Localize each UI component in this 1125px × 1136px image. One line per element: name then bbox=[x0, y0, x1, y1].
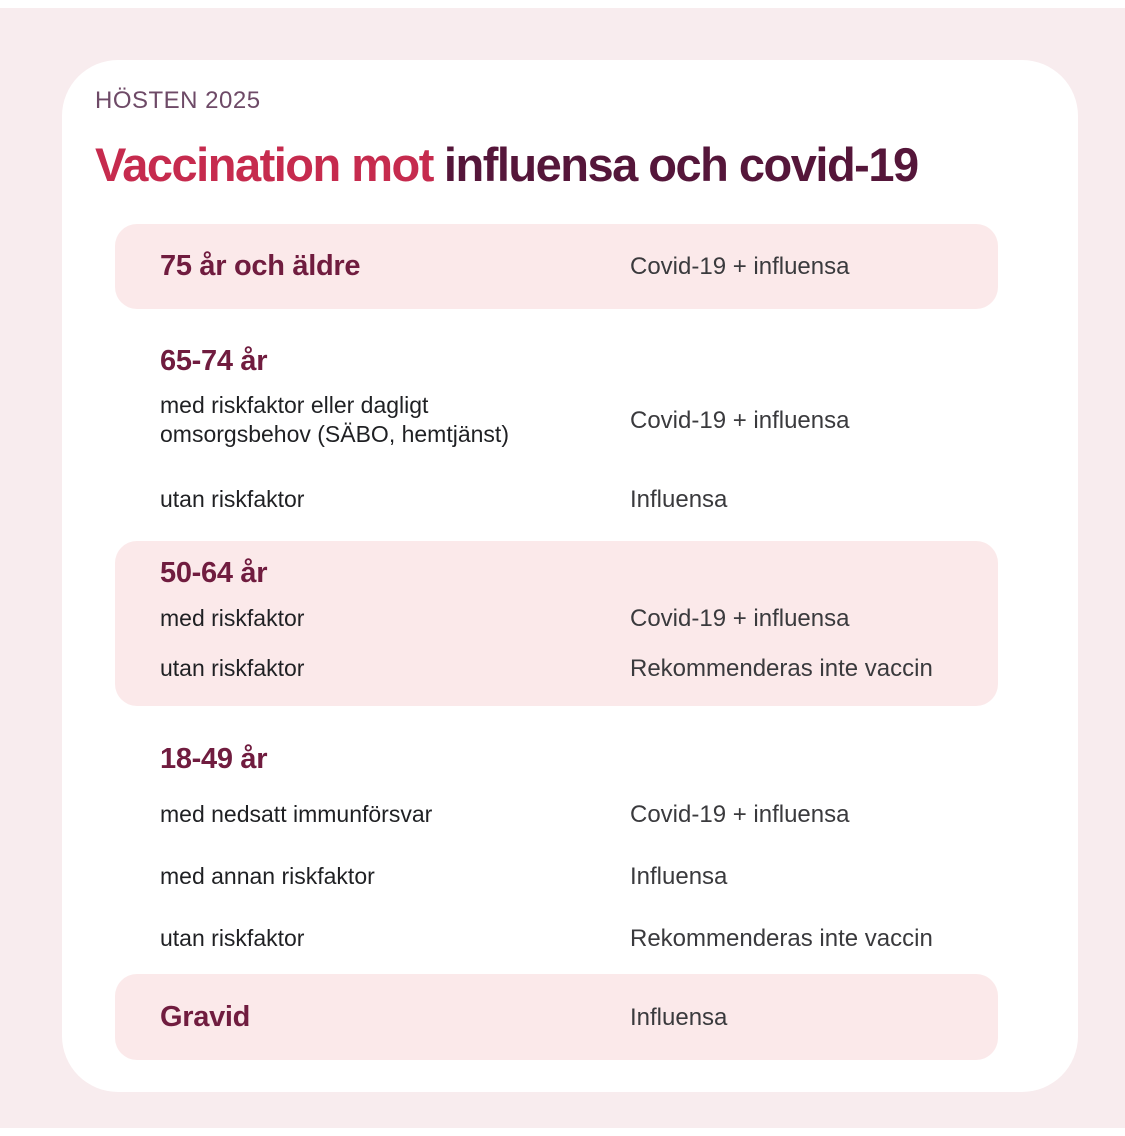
risk-condition-label: med riskfaktor eller dagligt omsorgsbeho… bbox=[160, 392, 509, 447]
age-band-heading: 50-64 år bbox=[160, 557, 268, 589]
vaccine-recommendation: Influensa bbox=[630, 1003, 728, 1031]
risk-condition-label: med nedsatt immunförsvar bbox=[160, 801, 433, 827]
age-band-heading: Gravid bbox=[160, 1000, 251, 1033]
recommendation-row: med annan riskfaktor Influensa bbox=[160, 862, 998, 891]
age-band-50-64: 50-64 år med riskfaktor Covid-19 + influ… bbox=[115, 541, 998, 706]
title-part-crimson: Vaccination mot bbox=[95, 138, 434, 191]
age-band-heading: 75 år och äldre bbox=[160, 250, 361, 282]
recommendation-row: utan riskfaktor Rekommenderas inte vacci… bbox=[160, 924, 998, 953]
recommendation-table: 75 år och äldre Covid-19 + influensa 65-… bbox=[115, 224, 998, 1060]
age-band-18-49: 18-49 år med nedsatt immunförsvar Covid-… bbox=[115, 743, 998, 953]
vaccine-recommendation: Influensa bbox=[630, 486, 728, 513]
risk-condition-label: med riskfaktor bbox=[160, 605, 305, 631]
risk-condition-label: utan riskfaktor bbox=[160, 486, 305, 512]
age-band-heading: 65-74 år bbox=[160, 345, 268, 377]
age-band-gravid: Gravid Influensa bbox=[115, 974, 998, 1060]
title-part-maroon: influensa och covid-19 bbox=[443, 138, 919, 191]
recommendation-row: med riskfaktor Covid-19 + influensa bbox=[160, 604, 998, 633]
vaccine-recommendation: Covid-19 + influensa bbox=[630, 605, 850, 632]
age-band-65-74: 65-74 år med riskfaktor eller dagligt om… bbox=[115, 345, 998, 514]
infographic-card: HÖSTEN 2025 Vaccination mot influensa och… bbox=[62, 60, 1078, 1092]
risk-condition-label: med annan riskfaktor bbox=[160, 863, 375, 889]
vaccine-recommendation: Covid-19 + influensa bbox=[630, 801, 850, 828]
risk-condition-label: utan riskfaktor bbox=[160, 655, 305, 681]
pink-backdrop: HÖSTEN 2025 Vaccination mot influensa och… bbox=[0, 8, 1125, 1128]
risk-condition-label: utan riskfaktor bbox=[160, 925, 305, 951]
recommendation-rows: med riskfaktor Covid-19 + influensa utan… bbox=[160, 604, 998, 683]
vaccine-recommendation: Covid-19 + influensa bbox=[630, 253, 850, 280]
vaccine-recommendation: Influensa bbox=[630, 863, 728, 890]
recommendation-row: med nedsatt immunförsvar Covid-19 + infl… bbox=[160, 800, 998, 829]
page-title: Vaccination mot influensa och covid-19 bbox=[95, 136, 1078, 194]
season-label: HÖSTEN 2025 bbox=[95, 87, 261, 114]
age-band-75-plus: 75 år och äldre Covid-19 + influensa bbox=[115, 224, 998, 309]
recommendation-row: utan riskfaktor Influensa bbox=[160, 485, 998, 514]
age-band-heading: 18-49 år bbox=[160, 743, 268, 775]
vaccine-recommendation: Rekommenderas inte vaccin bbox=[630, 925, 933, 952]
vaccine-recommendation: Covid-19 + influensa bbox=[630, 406, 850, 434]
vaccine-recommendation: Rekommenderas inte vaccin bbox=[630, 655, 933, 682]
recommendation-rows: med riskfaktor eller dagligt omsorgsbeho… bbox=[160, 391, 998, 514]
recommendation-rows: med nedsatt immunförsvar Covid-19 + infl… bbox=[160, 800, 998, 953]
recommendation-row: utan riskfaktor Rekommenderas inte vacci… bbox=[160, 654, 998, 683]
recommendation-row: med riskfaktor eller dagligt omsorgsbeho… bbox=[160, 391, 998, 449]
